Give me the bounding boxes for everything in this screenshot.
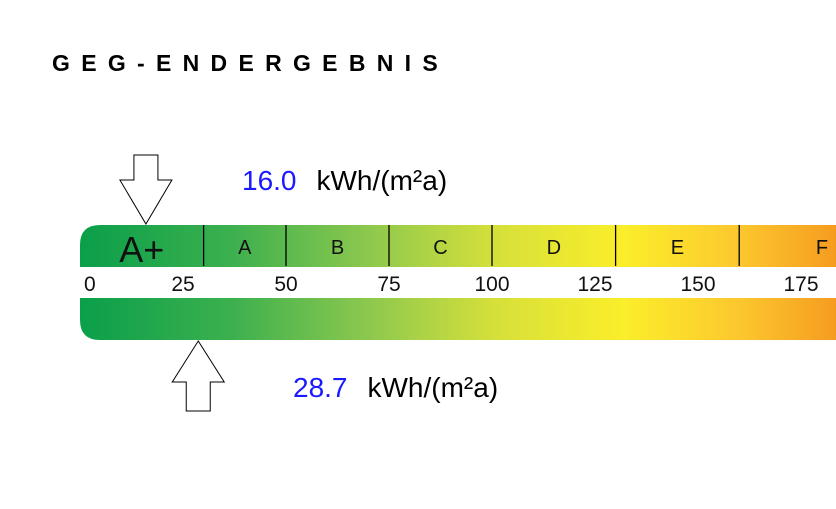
bottom-marker-arrow bbox=[171, 340, 226, 412]
tick-label: 25 bbox=[171, 273, 194, 296]
class-label: C bbox=[433, 237, 447, 259]
bottom-marker-value: 28.7 bbox=[293, 372, 348, 403]
class-label: A bbox=[238, 237, 252, 259]
class-label: A+ bbox=[119, 229, 164, 270]
page-title: GEG-ENDERGEBNIS bbox=[52, 50, 449, 76]
top-marker-arrow bbox=[119, 154, 173, 225]
tick-label: 175 bbox=[783, 273, 818, 296]
top-marker-text: 16.0 kWh/(m²a) bbox=[242, 165, 447, 196]
class-label: D bbox=[547, 237, 561, 259]
top-marker-value: 16.0 bbox=[242, 165, 297, 196]
tick-label: 100 bbox=[474, 273, 509, 296]
bottom-marker-text: 28.7 kWh/(m²a) bbox=[293, 372, 498, 403]
class-label: E bbox=[671, 237, 684, 259]
bottom-marker-unit: kWh/(m²a) bbox=[368, 372, 499, 403]
tick-label: 150 bbox=[680, 273, 715, 296]
class-label: F bbox=[816, 237, 828, 259]
top-marker-unit: kWh/(m²a) bbox=[317, 165, 448, 196]
tick-label: 50 bbox=[274, 273, 297, 296]
class-bar bbox=[80, 225, 836, 267]
tick-label: 125 bbox=[577, 273, 612, 296]
tick-label: 0 bbox=[84, 273, 96, 296]
value-bar bbox=[80, 298, 836, 340]
tick-label: 75 bbox=[377, 273, 400, 296]
class-label: B bbox=[331, 237, 344, 259]
